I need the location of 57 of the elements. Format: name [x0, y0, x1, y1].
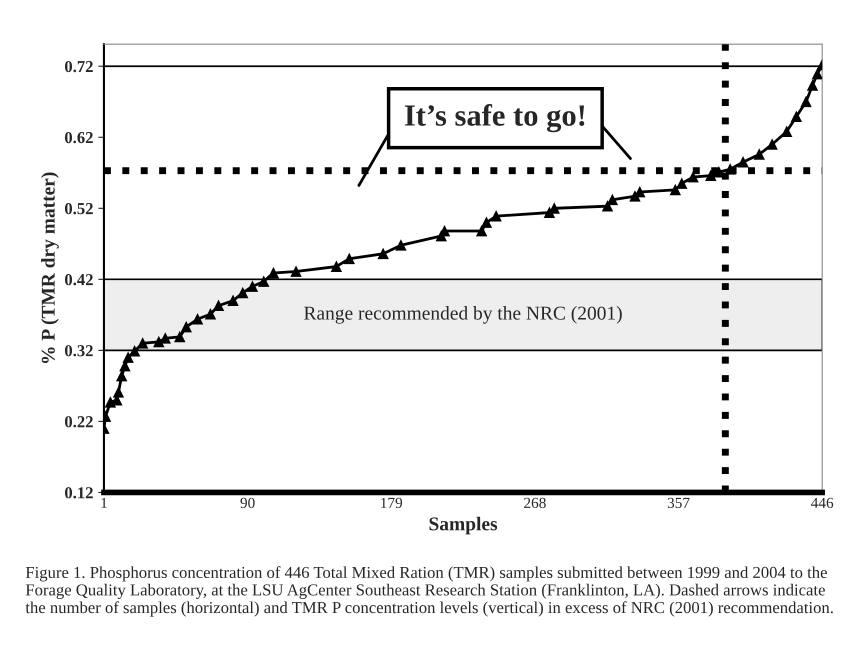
- point: [790, 111, 802, 122]
- point: [378, 248, 389, 260]
- point: [113, 386, 124, 398]
- point: [781, 126, 792, 137]
- point: [258, 276, 270, 287]
- point: [676, 178, 688, 189]
- point: [344, 253, 355, 264]
- point: [807, 80, 818, 91]
- y-tick-label: 0.52: [64, 203, 93, 214]
- point: [396, 240, 406, 251]
- x-tick-label: 90: [240, 498, 255, 508]
- point: [205, 308, 216, 320]
- point: [153, 336, 164, 348]
- point: [476, 226, 487, 236]
- point: [705, 170, 716, 182]
- x-tick-label: 179: [381, 498, 402, 508]
- band-label: Range recommended by the NRC (2001): [304, 306, 622, 324]
- point: [180, 322, 192, 332]
- point: [766, 139, 778, 150]
- y-tick-label: 0.22: [64, 416, 93, 428]
- point: [268, 268, 279, 278]
- point: [116, 370, 128, 382]
- point: [606, 194, 618, 206]
- point: [800, 96, 812, 108]
- point: [724, 164, 736, 175]
- y-tick-label: 0.42: [64, 274, 93, 286]
- point: [688, 172, 698, 182]
- point: [174, 332, 186, 342]
- y-tick-label: 0.72: [64, 60, 93, 72]
- annotation: It’s safe to go!: [404, 104, 584, 132]
- y-tick-label: 0.32: [64, 345, 93, 356]
- point: [192, 314, 203, 325]
- point: [137, 338, 148, 349]
- x-tick-label: 268: [524, 498, 546, 508]
- point: [602, 200, 613, 212]
- point: [481, 217, 492, 228]
- point: [213, 300, 224, 312]
- point: [228, 295, 238, 306]
- point: [290, 266, 302, 277]
- caption: Figure 1. Phosphorus concentration of 446 Total Mixed Ration (TMR) samples submitted between 1999 and 2004 to the Forage Quality Laboratory, at the LSU AgCenter Southeast Research Station (Franklinton, LA). Dashed arrows indicate the number of samples (horizontal) and TMR P concentration levels (vertical) in excess of NRC (2001) recommendation.: [26, 566, 833, 617]
- y-tick-label: 0.12: [64, 487, 93, 498]
- point: [247, 281, 258, 292]
- point: [490, 210, 502, 222]
- x-tick-label: 446: [811, 498, 834, 508]
- point: [670, 184, 681, 196]
- point: [129, 346, 140, 356]
- point: [237, 287, 248, 298]
- point: [122, 352, 134, 363]
- x-tick-label: 1: [101, 498, 107, 508]
- point: [754, 148, 765, 160]
- y-tick-label: 0.62: [64, 132, 93, 144]
- x-tick-label: 357: [668, 498, 690, 508]
- y-axis-title: % P (TMR dry matter): [41, 172, 59, 363]
- x-axis-title: Samples: [430, 516, 498, 534]
- point: [738, 156, 748, 168]
- point: [812, 68, 822, 80]
- point: [330, 261, 342, 272]
